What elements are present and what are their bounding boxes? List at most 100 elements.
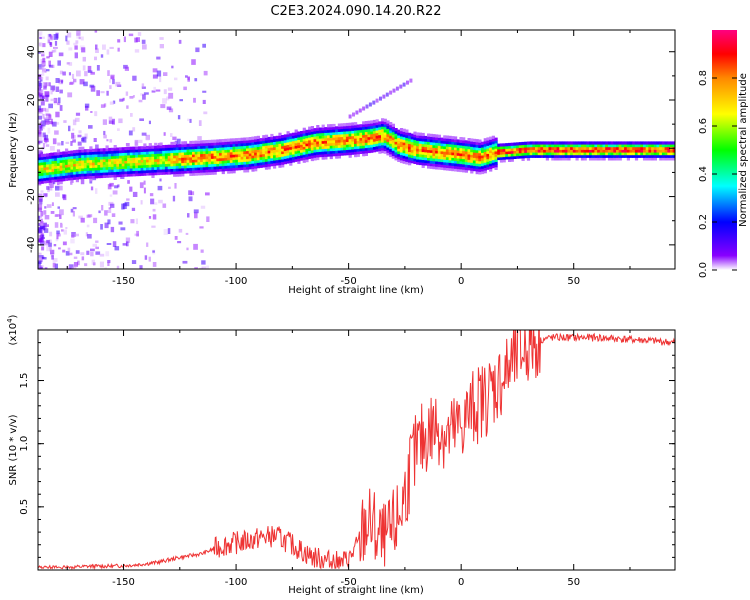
noise-speckle (75, 40, 79, 44)
heatmap-cell (345, 136, 350, 140)
heatmap-cell (308, 145, 312, 149)
heatmap-cell (402, 152, 406, 156)
noise-speckle (152, 250, 155, 253)
heatmap-cell (194, 153, 198, 158)
heatmap-cell (281, 158, 285, 163)
heatmap-cell (354, 132, 358, 136)
heatmap-cell (46, 169, 50, 173)
heatmap-cell (100, 153, 104, 157)
heatmap-cell (113, 168, 117, 173)
noise-speckle (71, 73, 75, 79)
heatmap-cell (645, 141, 649, 145)
noise-speckle (49, 246, 52, 252)
heatmap-cell (281, 145, 285, 149)
heatmap-cell (429, 165, 433, 169)
heatmap-cell (248, 147, 252, 151)
heatmap-cell (197, 156, 201, 160)
heatmap-cell (240, 158, 244, 163)
heatmap-cell (451, 162, 455, 166)
heatmap-cell (162, 158, 166, 162)
heatmap-cell (370, 123, 374, 127)
heatmap-cell (173, 149, 177, 153)
heatmap-cell (327, 142, 331, 146)
heatmap-cell (116, 160, 120, 164)
heatmap-cell (454, 149, 458, 153)
heatmap-cell (332, 153, 336, 157)
heatmap-cell (291, 135, 296, 139)
heatmap-cell (135, 167, 139, 171)
heatmap-cell (135, 170, 139, 174)
heatmap-cell (54, 171, 58, 175)
heatmap-cell (580, 154, 585, 158)
heatmap-cell (348, 114, 352, 119)
heatmap-cell (580, 144, 585, 148)
noise-speckle (151, 225, 156, 228)
heatmap-cell (275, 162, 279, 166)
heatmap-cell (108, 169, 112, 173)
noise-speckle (49, 64, 54, 68)
noise-speckle (81, 256, 85, 261)
heatmap-cell (599, 152, 603, 156)
heatmap-cell (399, 130, 404, 134)
heatmap-cell (56, 162, 61, 166)
heatmap-cell (559, 157, 563, 161)
heatmap-cell (351, 146, 355, 150)
heatmap-cell (278, 135, 282, 139)
heatmap-cell (297, 142, 301, 146)
heatmap-cell (381, 136, 385, 140)
noise-speckle (78, 215, 83, 219)
heatmap-cell (178, 146, 182, 150)
noise-speckle (73, 135, 76, 139)
noise-speckle (137, 32, 142, 36)
heatmap-cell (305, 132, 309, 136)
heatmap-cell (610, 146, 614, 150)
noise-speckle (39, 42, 43, 47)
noise-speckle (67, 92, 73, 98)
heatmap-cell (286, 147, 290, 151)
heatmap-cell (605, 154, 609, 158)
heatmap-cell (580, 146, 585, 150)
heatmap-cell (667, 144, 671, 148)
heatmap-cell (286, 149, 290, 153)
heatmap-cell (227, 167, 231, 171)
heatmap-cell (397, 134, 401, 139)
heatmap-cell (445, 167, 450, 171)
heatmap-cell (205, 166, 209, 170)
heatmap-cell (348, 146, 352, 150)
heatmap-cell (219, 160, 223, 164)
heatmap-cell (189, 143, 193, 147)
heatmap-cell (232, 164, 236, 168)
heatmap-cell (467, 143, 471, 147)
heatmap-cell (440, 158, 444, 163)
heatmap-cell (429, 160, 433, 164)
heatmap-cell (329, 137, 333, 141)
heatmap-cell (464, 153, 468, 157)
noise-speckle (144, 255, 148, 260)
heatmap-cell (391, 152, 395, 157)
heatmap-cell (405, 145, 409, 149)
noise-speckle (41, 226, 46, 231)
heatmap-cell (194, 156, 198, 160)
heatmap-cell (251, 144, 255, 148)
noise-speckle (131, 260, 137, 264)
heatmap-cell (653, 141, 657, 145)
heatmap-cell (648, 141, 652, 145)
noise-speckle (68, 62, 73, 66)
heatmap-cell (470, 149, 474, 153)
heatmap-cell (405, 129, 409, 133)
heatmap-cell (170, 160, 174, 164)
heatmap-cell (78, 154, 82, 158)
heatmap-cell (602, 149, 606, 153)
heatmap-cell (197, 159, 201, 163)
heatmap-cell (443, 153, 447, 157)
heatmap-cell (267, 142, 271, 146)
heatmap-cell (216, 155, 220, 159)
heatmap-cell (119, 152, 123, 156)
heatmap-cell (300, 152, 304, 156)
heatmap-cell (135, 165, 139, 169)
heatmap-cell (637, 141, 641, 145)
heatmap-cell (394, 133, 398, 137)
heatmap-cell (351, 122, 355, 126)
heatmap-cell (670, 157, 674, 161)
heatmap-cell (164, 168, 169, 172)
